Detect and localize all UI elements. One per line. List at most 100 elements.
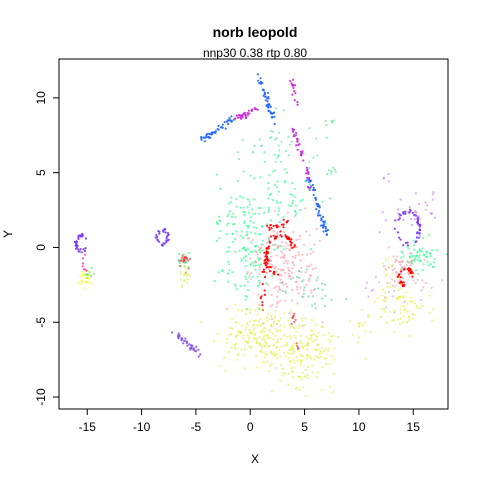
data-point xyxy=(83,287,86,290)
data-point xyxy=(167,238,170,241)
data-point xyxy=(258,320,261,323)
data-point xyxy=(257,285,260,288)
data-point xyxy=(255,261,258,264)
data-point xyxy=(305,283,308,287)
data-point xyxy=(415,240,418,243)
data-point xyxy=(244,277,248,281)
data-point xyxy=(297,251,300,254)
data-point xyxy=(246,341,249,345)
data-point xyxy=(321,288,324,291)
data-point xyxy=(293,327,296,330)
data-point xyxy=(242,337,245,340)
data-point xyxy=(274,309,277,313)
data-point xyxy=(289,80,292,83)
data-point xyxy=(295,342,298,345)
data-point xyxy=(297,375,300,378)
data-point xyxy=(289,243,292,247)
data-point xyxy=(393,227,396,230)
data-point xyxy=(80,282,83,285)
data-point xyxy=(405,321,408,324)
data-point xyxy=(268,330,271,333)
data-point xyxy=(252,264,255,267)
data-point xyxy=(408,316,411,319)
data-point xyxy=(273,210,276,213)
data-point xyxy=(429,212,432,215)
data-point xyxy=(225,337,228,341)
data-point xyxy=(305,230,308,233)
data-point xyxy=(275,353,278,356)
data-point xyxy=(250,216,253,219)
data-point xyxy=(358,324,361,327)
data-point xyxy=(283,256,286,259)
data-point xyxy=(273,267,276,270)
data-point xyxy=(267,283,270,286)
data-point xyxy=(263,211,266,214)
data-point xyxy=(265,251,269,254)
data-point xyxy=(219,187,222,190)
data-point xyxy=(265,266,268,269)
data-point xyxy=(398,287,401,290)
data-point xyxy=(294,336,297,339)
data-point xyxy=(322,349,326,352)
data-point xyxy=(277,245,280,248)
data-point xyxy=(320,389,323,392)
data-point xyxy=(399,263,402,266)
data-point xyxy=(215,222,218,225)
data-point xyxy=(283,231,286,234)
data-point xyxy=(234,285,237,288)
data-point xyxy=(274,334,277,338)
data-point xyxy=(247,211,250,214)
data-point xyxy=(297,253,300,256)
data-point xyxy=(182,253,185,256)
data-point xyxy=(302,289,305,292)
data-point xyxy=(288,143,292,146)
data-point xyxy=(248,203,251,206)
data-point xyxy=(270,274,273,277)
data-point xyxy=(225,250,229,253)
data-point xyxy=(272,170,275,173)
data-point xyxy=(303,323,306,326)
data-point xyxy=(337,335,340,339)
data-point xyxy=(263,289,266,292)
data-point xyxy=(258,233,261,236)
data-point xyxy=(232,212,235,215)
data-point xyxy=(320,224,323,227)
data-point xyxy=(417,215,420,218)
data-point xyxy=(236,116,240,119)
data-point xyxy=(179,270,182,273)
data-point xyxy=(246,289,250,292)
data-point xyxy=(246,198,249,201)
data-point xyxy=(244,113,247,116)
data-point xyxy=(300,152,303,155)
data-point xyxy=(252,221,255,224)
data-point xyxy=(313,302,317,305)
data-point xyxy=(376,296,379,299)
data-point xyxy=(267,336,270,339)
data-point xyxy=(267,268,270,271)
data-point xyxy=(300,354,304,358)
data-point xyxy=(259,324,262,327)
data-point xyxy=(324,222,327,225)
data-point xyxy=(398,295,402,299)
data-point xyxy=(315,137,318,140)
data-point xyxy=(406,245,409,248)
data-point xyxy=(293,350,296,353)
data-point xyxy=(185,270,188,273)
data-point xyxy=(396,255,399,258)
data-point xyxy=(259,144,262,147)
data-point xyxy=(285,242,288,245)
data-point xyxy=(275,341,278,344)
data-point xyxy=(252,325,255,328)
data-point xyxy=(184,258,187,261)
data-point xyxy=(243,214,246,217)
data-point xyxy=(378,231,381,234)
data-point xyxy=(315,202,318,205)
data-point xyxy=(181,286,184,289)
data-point xyxy=(297,292,300,295)
data-point xyxy=(81,262,85,265)
data-point xyxy=(293,312,296,315)
data-point xyxy=(301,198,304,201)
data-point xyxy=(332,372,336,375)
data-point xyxy=(270,255,273,258)
data-point xyxy=(236,358,239,361)
